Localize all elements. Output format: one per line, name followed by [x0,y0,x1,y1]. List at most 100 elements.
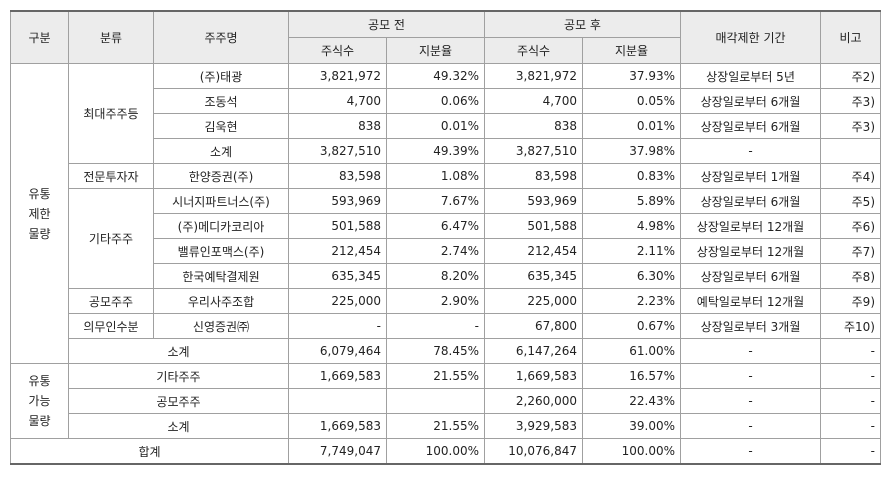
cell: 주8) [820,263,881,289]
cell: - [820,388,881,414]
cell: 밸류인포맥스(주) [153,238,289,264]
row: 소계 6,079,464 78.45% 6,147,264 61.00% - - [11,338,881,364]
cell: 기타주주 [68,363,289,389]
cell: 838 [484,113,583,139]
cell: 3,821,972 [288,63,387,89]
cell: 상장일로부터 6개월 [680,88,821,114]
cell: 공모주주 [68,288,154,314]
cell: 예탁일로부터 12개월 [680,288,821,314]
cell: 6.30% [582,263,681,289]
cell: 소계 [68,338,289,364]
cell: 3,827,510 [484,138,583,164]
cell: 0.05% [582,88,681,114]
cell: 212,454 [484,238,583,264]
cell: 상장일로부터 6개월 [680,263,821,289]
cell: 212,454 [288,238,387,264]
cell: 39.00% [582,413,681,439]
cell: 78.45% [386,338,485,364]
header-cell: 공모 후 [484,10,681,38]
cell: 1,669,583 [288,413,387,439]
cell: 225,000 [288,288,387,314]
row: 공모주주 우리사주조합 225,000 2.90% 225,000 2.23% 예탁일로부터… [11,288,881,314]
header-cell: 주식수 [484,37,583,64]
row: 유통 가능 물량 기타주주 1,669,583 21.55% 1,669,583 16.57%… [10,363,881,439]
cell: 67,800 [484,313,583,339]
cell [386,388,485,414]
cell: - [680,138,821,164]
header-cell: 지분율 [386,37,485,64]
cell: 83,598 [484,163,583,189]
label-line: 제한 [28,206,51,221]
cell: 상장일로부터 3개월 [680,313,821,339]
row: 공모주주 2,260,000 22.43% - - [11,388,881,414]
cell: 635,345 [484,263,583,289]
cell: 100.00% [386,438,485,465]
cell: 0.83% [582,163,681,189]
cell: - [680,338,821,364]
cell: 합계 [10,438,289,465]
cell: 501,588 [484,213,583,239]
cell: 61.00% [582,338,681,364]
cell: 593,969 [484,188,583,214]
label-line: 가능 [28,394,51,408]
header-cell: 주식수 [288,37,387,64]
cell: 주3) [820,113,881,139]
label-line: 물량 [28,226,51,241]
cell: - [820,413,881,439]
cell: 6,147,264 [484,338,583,364]
cell: 최대주주등 [68,63,154,164]
cell: 49.39% [386,138,485,164]
cell: 501,588 [288,213,387,239]
cell: 7.67% [386,188,485,214]
cell: 0.01% [386,113,485,139]
cell: 16.57% [582,363,681,389]
cell: 21.55% [386,413,485,439]
cell [288,388,387,414]
cell: 주4) [820,163,881,189]
cell: 49.32% [386,63,485,89]
label-line: 유통 [28,186,51,201]
cell: - [680,363,821,389]
cell: - [680,438,821,465]
cell: 593,969 [288,188,387,214]
cell: - [820,338,881,364]
cell: 4,700 [288,88,387,114]
label-line: 유통 [28,374,51,388]
cell: - [820,438,881,465]
cell: 3,827,510 [288,138,387,164]
cell: 21.55% [386,363,485,389]
cell: 2.90% [386,288,485,314]
row: 한국예탁결제원 635,345 8.20% 635,345 6.30% 상장일로부터 6개… [11,263,881,289]
cell: 신영증권㈜ [153,313,289,339]
cell: 0.06% [386,88,485,114]
cell: 1.08% [386,163,485,189]
cell: 8.20% [386,263,485,289]
cell: 7,749,047 [288,438,387,465]
cell: (주)메디카코리아 [153,213,289,239]
group-label: 유통 가능 물량 [10,363,69,439]
cell: 3,929,583 [484,413,583,439]
row: (주)메디카코리아 501,588 6.47% 501,588 4.98% 상장일로부터 … [11,213,881,239]
cell: - [820,363,881,389]
cell: 4,700 [484,88,583,114]
cell: 0.67% [582,313,681,339]
cell: 주7) [820,238,881,264]
cell: 5.89% [582,188,681,214]
row: 김욱현 838 0.01% 838 0.01% 상장일로부터 6개월 주3) [11,113,881,139]
cell: 1,669,583 [288,363,387,389]
header-cell: 비고 [820,10,881,64]
cell: 상장일로부터 6개월 [680,188,821,214]
cell: 10,076,847 [484,438,583,465]
cell: 0.01% [582,113,681,139]
header-cell: 지분율 [582,37,681,64]
cell: 주6) [820,213,881,239]
cell [820,138,881,164]
cell: 635,345 [288,263,387,289]
cell: 공모주주 [68,388,289,414]
header-cell: 매각제한 기간 [680,10,821,64]
cell: 김욱현 [153,113,289,139]
row: 유통 제한 물량 최대주주등 (주)태광 3,821,972 49.32% 3,821,972… [10,63,881,364]
cell: 100.00% [582,438,681,465]
